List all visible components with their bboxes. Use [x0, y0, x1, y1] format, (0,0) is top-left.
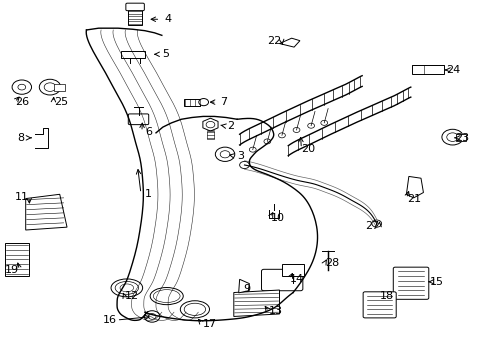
Text: 13: 13 [268, 306, 283, 316]
Text: 24: 24 [446, 65, 460, 75]
Circle shape [292, 127, 299, 132]
Circle shape [249, 147, 256, 152]
Text: 2: 2 [227, 121, 234, 131]
Text: 3: 3 [237, 151, 244, 161]
Circle shape [12, 80, 31, 94]
Ellipse shape [180, 301, 209, 318]
Bar [5, 243, 29, 276]
Text: 11: 11 [15, 192, 29, 202]
Text: 27: 27 [364, 221, 378, 231]
Circle shape [39, 79, 61, 95]
Circle shape [199, 99, 208, 106]
Text: 22: 22 [267, 36, 281, 46]
Text: 12: 12 [124, 291, 139, 301]
Text: 9: 9 [243, 284, 249, 294]
Polygon shape [279, 38, 299, 47]
Bar [184, 99, 200, 106]
Text: 21: 21 [406, 194, 420, 203]
Polygon shape [120, 51, 144, 58]
Text: 15: 15 [428, 277, 443, 287]
Polygon shape [238, 279, 249, 293]
Circle shape [320, 120, 327, 125]
Bar [54, 84, 64, 91]
Polygon shape [406, 176, 423, 198]
Bar [456, 134, 465, 141]
Bar [128, 10, 142, 25]
FancyBboxPatch shape [125, 3, 144, 11]
Text: 4: 4 [164, 14, 171, 24]
Text: 19: 19 [5, 265, 19, 275]
Circle shape [278, 133, 285, 138]
Bar [282, 264, 303, 276]
Text: 7: 7 [220, 97, 227, 107]
Text: 5: 5 [162, 49, 169, 59]
FancyBboxPatch shape [363, 292, 395, 318]
Text: 10: 10 [270, 212, 284, 222]
Circle shape [144, 311, 160, 322]
Text: 14: 14 [289, 274, 304, 284]
Text: 23: 23 [454, 133, 468, 143]
Text: 1: 1 [144, 189, 151, 199]
Text: 16: 16 [102, 315, 116, 325]
Bar [411, 65, 443, 73]
Bar [206, 131, 213, 139]
Circle shape [371, 220, 381, 227]
Text: 26: 26 [15, 97, 29, 107]
Polygon shape [233, 290, 279, 316]
Text: 28: 28 [324, 258, 339, 268]
Text: 25: 25 [54, 97, 68, 107]
Text: 6: 6 [145, 127, 152, 137]
Circle shape [307, 123, 314, 128]
Text: 18: 18 [379, 291, 393, 301]
Circle shape [264, 139, 270, 144]
Circle shape [239, 161, 249, 168]
Text: 20: 20 [301, 144, 315, 154]
Circle shape [441, 129, 462, 145]
Circle shape [215, 147, 234, 161]
FancyBboxPatch shape [128, 114, 148, 125]
Ellipse shape [111, 279, 142, 297]
FancyBboxPatch shape [392, 267, 428, 299]
Text: 8: 8 [17, 133, 24, 143]
Text: 17: 17 [202, 319, 216, 329]
